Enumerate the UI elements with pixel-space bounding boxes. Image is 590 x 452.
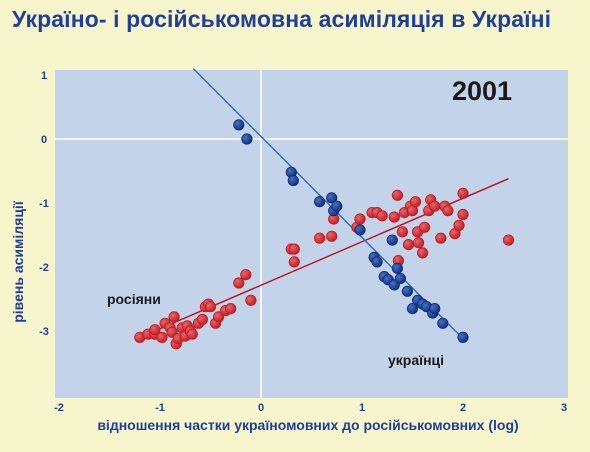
chart-title: Україно- і російськомовна асиміляція в У…	[12, 6, 552, 32]
y-axis-label: рівень асиміляції	[10, 200, 26, 323]
data-point-russians	[409, 196, 422, 208]
data-point-russians	[453, 219, 465, 231]
data-point-russians	[418, 221, 431, 233]
data-point-russians	[225, 302, 237, 315]
axes-layer	[55, 70, 568, 398]
data-point-russians	[396, 226, 408, 238]
data-point-russians	[245, 294, 257, 306]
x-tick-label: -2	[54, 402, 64, 414]
data-point-ukrainians	[406, 302, 419, 315]
series-label-russians: росіяни	[107, 291, 161, 307]
x-tick-label: 2	[460, 402, 466, 414]
data-point-ukrainians	[429, 302, 441, 315]
x-tick-label: 3	[561, 402, 567, 414]
data-point-russians	[156, 331, 168, 343]
data-point-ukrainians	[241, 133, 253, 145]
data-point-ukrainians	[457, 331, 469, 343]
data-point-ukrainians	[401, 285, 413, 297]
data-point-ukrainians	[287, 175, 299, 187]
data-point-russians	[376, 210, 388, 222]
data-point-ukrainians	[386, 234, 398, 246]
data-point-russians	[429, 200, 441, 212]
x-tick-label: 1	[359, 402, 365, 414]
data-point-ukrainians	[371, 256, 383, 268]
data-point-russians	[186, 328, 198, 340]
data-point-ukrainians	[391, 262, 403, 274]
y-tick-label: -1	[39, 198, 49, 210]
data-point-ukrainians	[437, 317, 449, 329]
plot-area	[55, 70, 568, 398]
data-point-ukrainians	[313, 196, 326, 208]
data-point-russians	[457, 187, 469, 199]
data-point-russians	[412, 237, 425, 249]
data-point-ukrainians	[394, 272, 406, 285]
data-point-russians	[354, 213, 366, 225]
data-point-russians	[442, 205, 454, 217]
x-tick-label: -1	[155, 402, 165, 414]
trend-line-ukrainians	[192, 68, 464, 340]
data-point-russians	[416, 247, 429, 259]
data-point-russians	[233, 277, 245, 289]
data-point-ukrainians	[326, 192, 338, 204]
data-point-russians	[402, 239, 415, 251]
data-point-russians	[288, 256, 300, 268]
x-tick-label: 0	[258, 402, 264, 414]
y-tick-label: -2	[39, 262, 49, 274]
y-tick-label: 1	[41, 70, 47, 82]
data-point-russians	[213, 311, 225, 323]
data-point-russians	[149, 324, 161, 336]
data-point-russians	[326, 230, 338, 242]
data-point-russians	[502, 234, 515, 246]
data-point-ukrainians	[331, 200, 343, 212]
series-label-ukrainians: українці	[388, 352, 444, 368]
y-tick-label: 0	[41, 134, 47, 146]
data-point-russians	[391, 189, 403, 201]
data-point-russians	[240, 269, 252, 281]
x-axis-label: відношення частки україномовних до росій…	[97, 417, 518, 433]
year-annotation: 2001	[452, 76, 512, 106]
data-point-russians	[196, 313, 208, 326]
data-point-russians	[288, 243, 300, 255]
data-point-russians	[168, 311, 180, 323]
data-point-ukrainians	[233, 119, 245, 131]
data-point-russians	[388, 211, 400, 223]
tick-labels: -2 -1 0 1 2 3 1 0 -1 -2 -3	[39, 70, 567, 414]
data-point-russians	[435, 232, 447, 244]
data-point-russians	[457, 208, 469, 221]
data-points	[134, 119, 515, 350]
y-tick-label: -3	[39, 326, 49, 338]
data-point-russians	[313, 232, 326, 244]
data-point-russians	[204, 301, 217, 313]
data-point-ukrainians	[354, 224, 366, 236]
